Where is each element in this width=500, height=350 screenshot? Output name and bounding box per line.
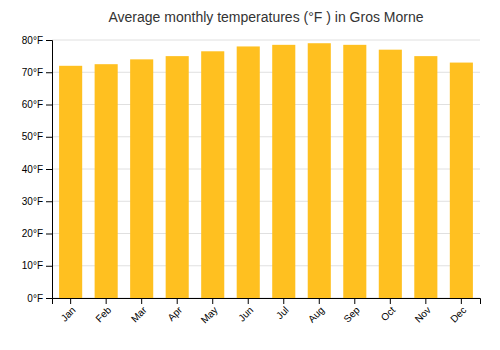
x-tick-line: [106, 298, 107, 304]
x-tick: Feb: [93, 298, 113, 324]
bar: [379, 50, 402, 298]
y-tick: 30°F: [22, 196, 52, 207]
x-tick-label: Feb: [93, 304, 113, 324]
bars: [59, 43, 473, 298]
y-tick-line: [46, 105, 52, 106]
bar: [272, 45, 295, 298]
x-tick-label: Oct: [379, 304, 398, 323]
x-tick: Nov: [413, 298, 433, 325]
bar: [95, 64, 118, 298]
bar: [130, 59, 153, 298]
x-tick: Jul: [274, 298, 291, 321]
y-tick-label: 60°F: [22, 99, 43, 110]
y-tick-line: [46, 72, 52, 73]
x-tick-label: Nov: [413, 304, 433, 324]
x-tick-line: [212, 298, 213, 304]
y-tick: 20°F: [22, 228, 52, 239]
y-axis-line: [46, 41, 53, 299]
bar: [201, 51, 224, 298]
y-tick-label: 10°F: [22, 260, 43, 271]
x-tick-label: Jul: [274, 304, 291, 321]
y-tick-label: 70°F: [22, 67, 43, 78]
bar: [414, 56, 437, 298]
x-tick-label: Jun: [236, 304, 255, 323]
x-tick-line: [390, 298, 391, 304]
x-tick-line: [177, 298, 178, 304]
x-tick-label: May: [199, 304, 220, 325]
x-tick: Oct: [379, 298, 398, 323]
y-tick-line: [46, 201, 52, 202]
y-tick-line: [46, 40, 52, 41]
bar: [450, 63, 473, 298]
x-tick-label: Apr: [165, 304, 184, 323]
x-tick-line: [70, 298, 71, 304]
y-tick: 40°F: [22, 164, 52, 175]
bar: [343, 45, 366, 298]
y-tick-line: [46, 137, 52, 138]
y-tick-label: 0°F: [27, 293, 43, 304]
y-axis: 0°F 10°F 20°F 30°F 40°F 50°F 60°F 70°F 80°F: [22, 35, 53, 304]
x-tick-line: [425, 298, 426, 304]
y-tick-line: [46, 298, 52, 299]
y-tick-line: [46, 266, 52, 267]
y-tick-line: [46, 234, 52, 235]
x-tick: Dec: [448, 298, 468, 325]
plot-area: 0°F 10°F 20°F 30°F 40°F 50°F 60°F 70°F 80°F Jan Fe…: [22, 35, 481, 326]
bar: [59, 66, 82, 298]
x-axis: Jan Feb Mar Apr May Jun Jul Aug Sep Oct Nov Dec: [53, 298, 481, 326]
y-tick-label: 20°F: [22, 228, 43, 239]
x-tick: Sep: [342, 298, 363, 325]
chart-container: Average monthly temperatures (°F ) in Gr…: [0, 0, 500, 350]
x-tick-line: [319, 298, 320, 304]
x-tick: Mar: [129, 298, 149, 324]
y-tick-label: 40°F: [22, 164, 43, 175]
x-tick-line: [354, 298, 355, 304]
x-tick: Apr: [165, 298, 184, 323]
x-tick: May: [199, 298, 220, 326]
x-tick-label: Sep: [342, 304, 363, 325]
x-tick-label: Mar: [129, 304, 149, 324]
y-tick: 60°F: [22, 99, 52, 110]
x-tick: Aug: [306, 298, 326, 325]
x-tick-line: [283, 298, 284, 304]
x-tick-line: [248, 298, 249, 304]
grid: [52, 40, 480, 298]
y-tick: 80°F: [22, 35, 52, 46]
chart-title: Average monthly temperatures (°F ) in Gr…: [108, 9, 423, 25]
x-tick-line: [461, 298, 462, 304]
x-tick-line: [141, 298, 142, 304]
grid-line: [52, 40, 480, 41]
y-tick-label: 30°F: [22, 196, 43, 207]
x-axis-line: [53, 299, 481, 305]
y-tick: 10°F: [22, 260, 52, 271]
y-tick-label: 80°F: [22, 35, 43, 46]
x-tick: Jan: [59, 298, 78, 324]
x-tick-label: Jan: [59, 304, 78, 323]
y-tick: 0°F: [27, 293, 52, 304]
chart-svg: Average monthly temperatures (°F ) in Gr…: [0, 0, 500, 350]
y-tick: 70°F: [22, 67, 52, 78]
y-tick: 50°F: [22, 131, 52, 142]
x-tick-label: Aug: [306, 304, 326, 324]
bar: [166, 56, 189, 298]
y-tick-line: [46, 169, 52, 170]
x-tick-label: Dec: [448, 304, 468, 324]
x-tick: Jun: [236, 298, 255, 324]
bar: [237, 46, 260, 298]
y-tick-label: 50°F: [22, 131, 43, 142]
bar: [308, 43, 331, 298]
